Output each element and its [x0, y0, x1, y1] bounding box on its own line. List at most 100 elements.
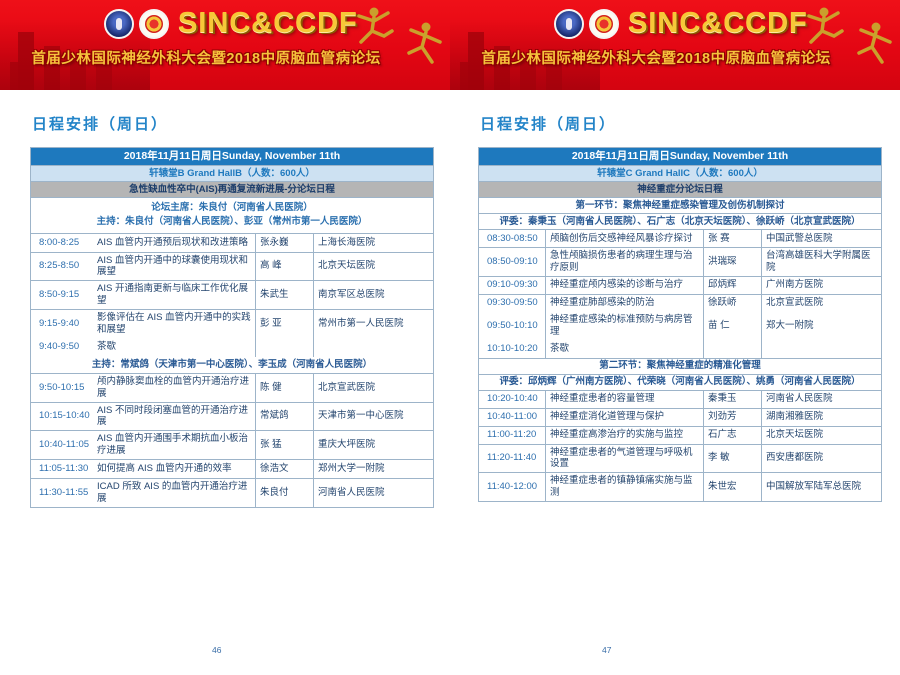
kungfu-figure-icon	[854, 20, 894, 70]
table-row: 10:10-10:20 茶歇	[479, 339, 881, 358]
topic-cell: 神经重症颅内感染的诊断与治疗	[545, 276, 703, 294]
table-row: 09:30-09:50 神经重症肺部感染的防治 徐跃峤 北京宣武医院	[479, 293, 881, 312]
chair-line: 论坛主席：朱良付（河南省人民医院）	[151, 202, 313, 213]
speaker-cell: 徐跃峤	[703, 294, 761, 312]
hall-header: 轩辕堂B Grand HallB（人数：600人）	[31, 165, 433, 181]
speaker-cell: 彭 亚	[255, 310, 313, 338]
time-cell: 9:50-10:15	[39, 381, 85, 393]
table-row: 10:40-11:00 神经重症消化道管理与保护 刘劲芳 湖南湘雅医院	[479, 407, 881, 426]
ccdf-logo-icon	[139, 9, 169, 39]
hosp-cell: 郑大一附院	[761, 311, 881, 340]
table-row: 08:50-09:10 急性颅脑损伤患者的病理生理与治疗原则 洪瑞琛 台湾高雄医科大学…	[479, 247, 881, 276]
judges-line: 评委：邱炳辉（广州南方医院）、代荣晓（河南省人民医院）、姚勇（河南省人民医院）	[479, 373, 881, 390]
hosp-cell: 台湾高雄医科大学附属医院	[761, 248, 881, 276]
hall-header: 轩辕堂C Grand HallC（人数：600人）	[479, 165, 881, 181]
table-row: 09:10-09:30 神经重症颅内感染的诊断与治疗 邱炳辉 广州南方医院	[479, 275, 881, 294]
table-date-header: 2018年11月11日周日Sunday, November 11th	[479, 148, 881, 165]
time-cell: 9:40-9:50	[39, 341, 80, 353]
table-row: 11:20-11:40 神经重症患者的气道管理与呼吸机设置李 敏西安唐都医院	[479, 443, 881, 473]
table-row: 11:30-11:55 ICAD 所致 AIS 的血管内开通治疗进展 朱良付 河南省人…	[31, 478, 433, 507]
topic-cell: 急性颅脑损伤患者的病理生理与治疗原则	[545, 248, 703, 276]
table-row: 11:40-12:00 神经重症患者的镇静镇痛实施与监测 朱世宏 中国解放军陆军总医院	[479, 472, 881, 501]
time-cell: 10:40-11:00	[487, 411, 538, 423]
topic-cell: 神经重症消化道管理与保护	[545, 408, 703, 426]
topic-cell: 神经重症患者的镇静镇痛实施与监测	[545, 473, 703, 501]
table-row: 10:40-11:05 AIS 血管内开通围手术期抗血小板治疗进展张 猛重庆大坪医…	[31, 430, 433, 459]
chair-line: 主持：常斌鸽（天津市第一中心医院）、李玉成（河南省人民医院）	[91, 358, 373, 370]
hosp-cell: 湖南湘雅医院	[761, 408, 881, 426]
session-header: 急性缺血性卒中(AIS)再通复流新进展-分论坛日程	[31, 181, 433, 197]
hosp-cell: 北京天坛医院	[313, 252, 433, 281]
time-cell: 10:15-10:40	[39, 410, 90, 422]
table-row: 11:00-11:20 神经重症高渗治疗的实施与监控 石广志 北京天坛医院	[479, 425, 881, 444]
topic-cell: 颅脑创伤后交感神经风暴诊疗探讨	[545, 230, 703, 247]
speaker-cell: 刘劲芳	[703, 408, 761, 426]
banner-subtitle: 首届少林国际神经外科大会暨2018中原脑血管病论坛	[481, 51, 831, 67]
table-row: 8:00-8:25 AIS 血管内开通预后现状和改进策略 张永巍 上海长海医院	[31, 232, 433, 252]
agenda-table-hall-b: 2018年11月11日周日Sunday, November 11th 轩辕堂B G…	[30, 147, 434, 508]
time-cell: 09:30-09:50	[487, 297, 538, 309]
hosp-cell: 中国武警总医院	[761, 230, 881, 247]
sinc-logo-icon	[104, 9, 134, 39]
hosp-cell: 广州南方医院	[761, 276, 881, 294]
speaker-cell	[703, 339, 761, 358]
time-cell: 8:25-8:50	[39, 260, 80, 272]
time-cell: 11:20-11:40	[487, 452, 537, 464]
agenda-table-hall-c: 2018年11月11日周日Sunday, November 11th 轩辕堂C G…	[478, 147, 882, 502]
banner-title: SINC&CCDF	[178, 7, 358, 39]
speaker-cell: 朱世宏	[703, 473, 761, 501]
speaker-cell: 朱武生	[255, 281, 313, 309]
page-right: 日程安排（周日） 2018年11月11日周日Sunday, November 1…	[478, 113, 882, 508]
time-cell: 11:05-11:30	[39, 463, 89, 475]
chair-line: 主持：朱良付（河南省人民医院）、彭亚（常州市第一人民医院）	[96, 216, 368, 228]
table-row: 10:15-10:40 AIS 不同时段闭塞血管的开通治疗进展 常斌鸽 天津市第一中心…	[31, 401, 433, 431]
hosp-cell: 南京军区总医院	[313, 281, 433, 309]
hosp-cell: 河南省人民医院	[761, 390, 881, 408]
page-left: 日程安排（周日） 2018年11月11日周日Sunday, November 1…	[30, 113, 434, 508]
time-cell: 09:10-09:30	[487, 279, 538, 291]
table-row: 9:40-9:50 茶歇	[31, 337, 433, 357]
kungfu-figure-icon	[804, 6, 844, 56]
time-cell: 8:50-9:15	[39, 289, 80, 301]
speaker-cell: 常斌鸽	[255, 402, 313, 431]
speaker-cell: 张 赛	[703, 230, 761, 247]
time-cell: 10:10-10:20	[487, 342, 538, 354]
hosp-cell: 重庆大坪医院	[313, 431, 433, 459]
topic-cell: 神经重症高渗治疗的实施与监控	[545, 426, 703, 444]
speaker-cell: 石广志	[703, 426, 761, 444]
topic-cell: 神经重症肺部感染的防治	[545, 294, 703, 312]
page-number: 46	[212, 645, 222, 655]
topic-cell: AIS 血管内开通中的球囊使用现状和展望	[97, 254, 248, 278]
speaker-cell: 邱炳辉	[703, 276, 761, 294]
table-row: 11:05-11:30 如何提高 AIS 血管内开通的效率 徐浩文 郑州大学一附院	[31, 459, 433, 478]
speaker-cell: 徐浩文	[255, 460, 313, 478]
time-cell: 11:40-12:00	[487, 481, 538, 493]
time-cell: 08:50-09:10	[487, 255, 538, 267]
table-row: 10:20-10:40 神经重症患者的容量管理 秦秉玉 河南省人民医院	[479, 389, 881, 408]
topic-cell: AIS 开通指南更新与临床工作优化展望	[97, 283, 248, 307]
hosp-cell: 北京宣武医院	[313, 373, 433, 402]
banner-title: SINC&CCDF	[628, 7, 808, 39]
session-header: 神经重症分论坛日程	[479, 181, 881, 197]
topic-cell: 神经重症患者的容量管理	[545, 390, 703, 408]
ccdf-logo-icon	[589, 9, 619, 39]
hosp-cell: 常州市第一人民医院	[313, 310, 433, 338]
speaker-cell: 陈 健	[255, 373, 313, 402]
banner-right: SINC&CCDF 首届少林国际神经外科大会暨2018中原脑血管病论坛	[450, 0, 900, 90]
topic-cell: 茶歇	[97, 341, 117, 353]
judges-line: 评委：秦秉玉（河南省人民医院）、石广志（北京天坛医院）、徐跃峤（北京宣武医院）	[479, 213, 881, 229]
topic-cell: AIS 血管内开通围手术期抗血小板治疗进展	[97, 433, 248, 457]
page-title: 日程安排（周日）	[32, 116, 169, 133]
hosp-cell: 天津市第一中心医院	[313, 402, 433, 431]
table-row: 08:30-08:50 颅脑创伤后交感神经风暴诊疗探讨张 赛中国武警总医院	[479, 229, 881, 247]
time-cell: 10:20-10:40	[487, 393, 538, 405]
speaker-cell: 张永巍	[255, 233, 313, 252]
hosp-cell: 郑州大学一附院	[313, 460, 433, 478]
topic-cell: AIS 不同时段闭塞血管的开通治疗进展	[97, 404, 248, 428]
time-cell: 09:50-10:10	[487, 319, 538, 331]
page-number: 47	[602, 645, 612, 655]
time-cell: 08:30-08:50	[487, 232, 538, 244]
hosp-cell	[761, 339, 881, 358]
table-row: 9:15-9:40 影像评估在 AIS 血管内开通中的实践和展望彭 亚常州市第一人…	[31, 309, 433, 338]
